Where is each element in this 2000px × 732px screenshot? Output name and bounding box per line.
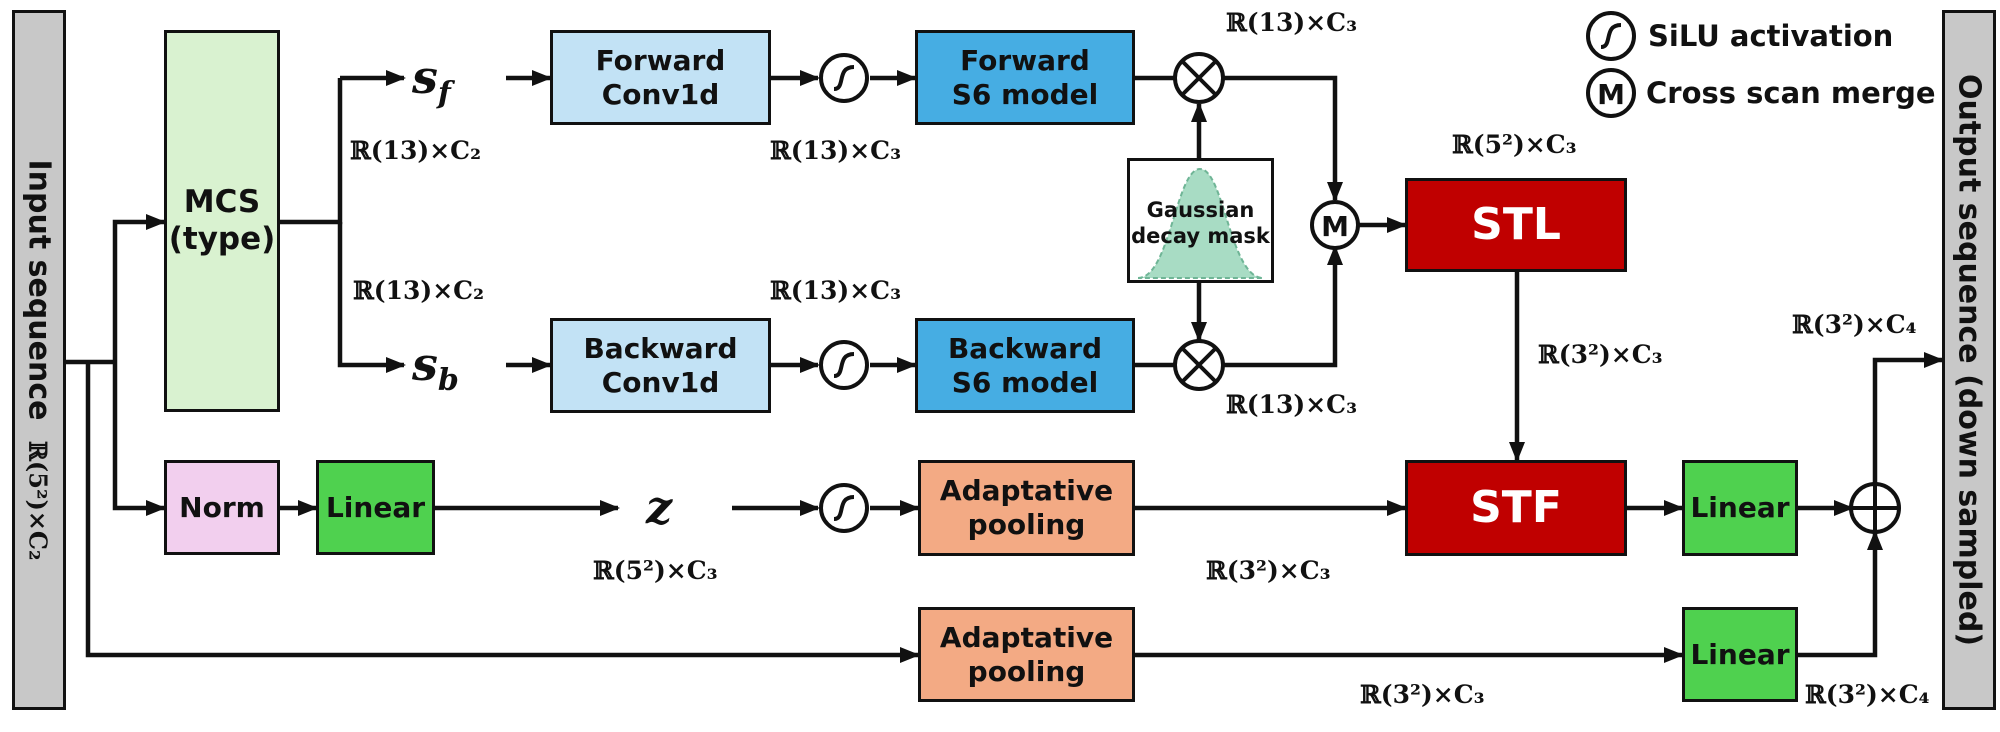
merge-icon: M [1310,200,1360,250]
forward-conv1d-line2: Conv1d [601,77,720,111]
arrow-mult-f-to-merge [1224,75,1343,202]
add-icon [1849,482,1901,534]
dim-skip-linear: ℝ(3²)×C₄ [1805,680,1930,709]
arrow-add-to-output [1872,352,1944,484]
norm-block: Norm [164,460,280,555]
sb-base: s [412,337,438,391]
dim-fwd-silu: ℝ(13)×C₃ [770,136,902,165]
input-sequence-dim: ℝ(5²)×C₂ [23,440,53,561]
adaptive-pooling-skip-line1: Adaptative [939,620,1114,654]
input-sequence-bar [12,10,66,710]
svg-text:M: M [1597,78,1625,111]
sf-base: s [412,50,438,104]
gaussian-line2: decay mask [1131,224,1270,249]
arrow-skip-linear-to-add [1798,530,1883,658]
arrow-input-to-mcs [112,214,166,362]
silu-icon [819,53,869,103]
backward-conv1d-line2: Conv1d [601,365,720,399]
dim-sb-top: ℝ(13)×C₂ [353,276,485,305]
dim-z-below: ℝ(5²)×C₃ [593,556,718,585]
linear-skip-label: Linear [1690,637,1790,671]
gaussian-line1: Gaussian [1146,198,1255,222]
dim-output-in: ℝ(3²)×C₄ [1792,310,1917,339]
stl-label: STL [1471,198,1561,250]
forward-s6-block: Forward S6 model [915,30,1135,125]
legend-silu-icon [1586,11,1636,61]
backward-s6-line2: S6 model [951,365,1099,399]
adaptive-pooling-z-block: Adaptative pooling [918,460,1135,556]
mcs-block: MCS (type) [164,30,280,412]
input-sequence-text: Input sequence [21,159,57,421]
adaptive-pooling-skip-block: Adaptative pooling [918,607,1135,702]
linear-z-block: Linear [316,460,435,555]
dim-bwd-mult: ℝ(13)×C₃ [1226,390,1358,419]
adaptive-pooling-z-line2: pooling [967,508,1086,541]
forward-s6-line2: S6 model [951,77,1099,111]
adaptive-pooling-z-line1: Adaptative [939,474,1114,508]
gaussian-decay-mask-label: Gaussian decay mask [1130,197,1271,250]
dim-fwd-mult: ℝ(13)×C₃ [1226,8,1358,37]
legend-merge-icon: M [1586,68,1636,118]
arrow-input-to-skip-pool [85,362,920,663]
silu-icon [819,340,869,390]
output-sequence-bar [1942,10,1996,710]
dim-stl-stf: ℝ(3²)×C₃ [1538,340,1663,369]
gaussian-decay-mask-block: Gaussian decay mask [1127,158,1274,283]
z-symbol: z [646,480,673,534]
sb-sub: b [437,363,459,399]
legend-silu-label: SiLU activation [1648,19,1894,53]
dim-bwd-silu: ℝ(13)×C₃ [770,276,902,305]
legend-merge-label: Cross scan merge [1646,76,1936,110]
arrow-mcs-to-sb [337,222,406,373]
forward-s6-line1: Forward [960,43,1090,77]
stl-block: STL [1405,178,1627,272]
linear-z-label: Linear [325,490,426,524]
forward-conv1d-line1: Forward [595,43,726,77]
arrow-mcs-branch [280,78,343,225]
gaussian-curve [1137,167,1264,279]
sb-symbol: sb [412,337,459,398]
stf-label: STF [1470,481,1562,533]
adaptive-pooling-skip-line2: pooling [967,654,1086,688]
mcs-label: MCS [183,183,261,220]
multiply-icon [1173,339,1225,391]
linear-stf-label: Linear [1690,491,1790,525]
forward-conv1d-block: Forward Conv1d [550,30,771,125]
svg-text:M: M [1321,210,1349,243]
stf-block: STF [1405,460,1627,556]
sf-sub: f [437,76,451,112]
dim-sf-top: ℝ(13)×C₂ [350,136,482,165]
mcs-type-label: (type) [168,221,276,257]
multiply-icon [1173,52,1225,104]
linear-stf-block: Linear [1682,460,1798,556]
backward-s6-block: Backward S6 model [915,318,1135,413]
dim-pool-z: ℝ(3²)×C₃ [1206,556,1331,585]
dim-skip-pool: ℝ(3²)×C₃ [1360,680,1485,709]
silu-icon [819,483,869,533]
backward-s6-line1: Backward [947,331,1103,365]
input-sequence-label: Input sequence ℝ(5²)×C₂ [22,159,57,560]
backward-conv1d-line1: Backward [583,331,738,365]
backward-conv1d-block: Backward Conv1d [550,318,771,413]
norm-label: Norm [179,490,265,524]
dim-stl-top: ℝ(5²)×C₃ [1452,130,1577,159]
sf-symbol: sf [412,50,451,111]
arrow-input-to-norm [112,362,166,516]
output-sequence-label: Output sequence (down sampled) [1951,73,1987,647]
linear-skip-block: Linear [1682,607,1798,702]
arrow-mult-b-to-merge [1224,245,1343,368]
